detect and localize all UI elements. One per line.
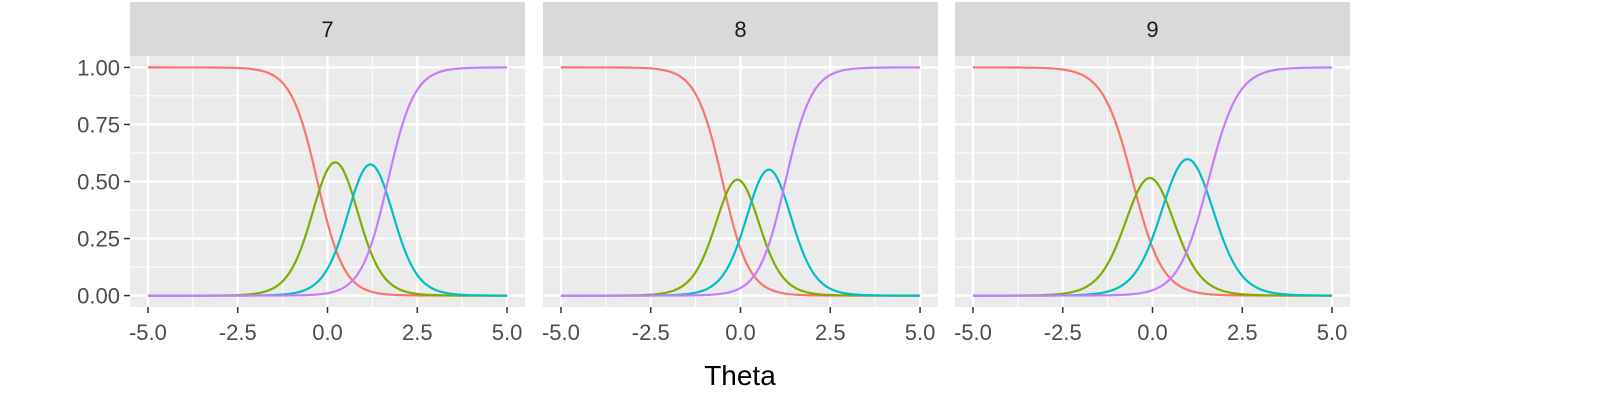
x-tick-label: 2.5	[815, 320, 846, 345]
y-tick-label: 1.00	[77, 55, 120, 80]
x-tick-label: -5.0	[129, 320, 167, 345]
facet-strip-label: 9	[1146, 17, 1158, 42]
y-tick-label: 0.25	[77, 227, 120, 252]
series-lines	[560, 66, 921, 297]
y-tick-label: 0.00	[77, 284, 120, 309]
x-tick-label: -2.5	[1044, 320, 1082, 345]
x-tick-label: 0.0	[1137, 320, 1168, 345]
series-lines	[972, 66, 1333, 297]
gridlines	[130, 56, 525, 307]
x-tick-label: 5.0	[905, 320, 936, 345]
gridlines	[955, 56, 1350, 307]
facet-strip	[955, 2, 1350, 56]
series-line-4	[972, 66, 1333, 297]
x-tick-label: -2.5	[632, 320, 670, 345]
x-tick-label: 5.0	[492, 320, 523, 345]
facet-strip	[543, 2, 938, 56]
x-tick-label: -5.0	[954, 320, 992, 345]
facet-strip-label: 8	[734, 17, 746, 42]
facet-panel: 7 -5.0 -2.5 0.0 2.5 5.0	[129, 2, 525, 345]
x-tick-label: 5.0	[1317, 320, 1348, 345]
x-tick-label: 0.0	[312, 320, 343, 345]
x-tick-label: 2.5	[402, 320, 433, 345]
y-axis: 0.00 0.25 0.50 0.75 1.00	[77, 55, 130, 309]
x-tick-label: 0.0	[725, 320, 756, 345]
x-tick-label: -2.5	[219, 320, 257, 345]
y-tick-label: 0.75	[77, 112, 120, 137]
y-tick-label: 0.50	[77, 170, 120, 195]
facet-strip-label: 7	[321, 17, 333, 42]
x-tick-label: 2.5	[1227, 320, 1258, 345]
x-axis-title: Theta	[704, 360, 776, 391]
facet-panel: 9 -5.0 -2.5 0.0 2.5 5.0	[954, 2, 1350, 345]
x-tick-label: -5.0	[542, 320, 580, 345]
series-lines	[147, 66, 508, 297]
facet-strip	[130, 2, 525, 56]
series-line-4	[560, 66, 921, 297]
series-line-4	[147, 66, 508, 297]
facet-panel: 8 -5.0 -2.5 0.0 2.5 5.0	[542, 2, 938, 345]
facet-panels: 7 -5.0 -2.5 0.0 2.5 5.0 8 -5.0 -2.5 0.0 2.5 5.0 9 -5.…	[129, 2, 1350, 345]
